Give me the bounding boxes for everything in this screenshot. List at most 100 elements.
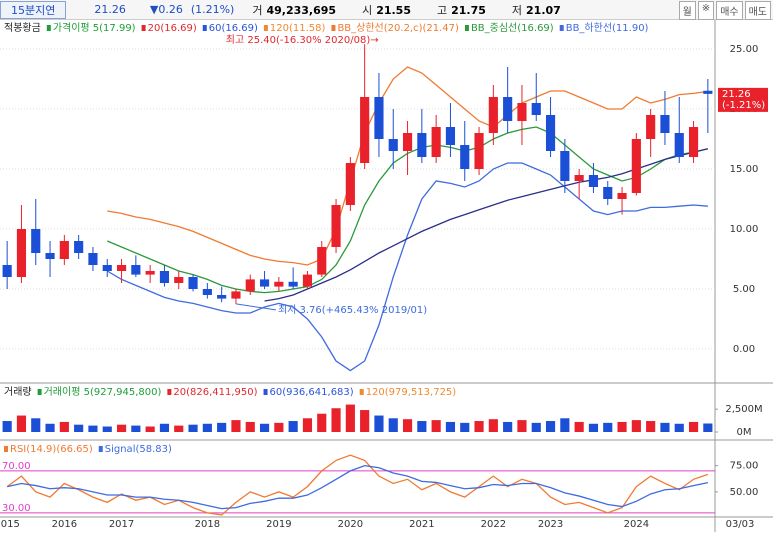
candle-body xyxy=(617,193,627,199)
field-label: 저 xyxy=(511,3,523,17)
volume-bar xyxy=(460,422,470,432)
legend-entry: 120(979,513,725) xyxy=(366,387,457,398)
candle-body xyxy=(646,115,656,139)
volume-bar xyxy=(59,421,69,432)
legend-entry: 20(16.69) xyxy=(148,23,197,34)
field-label: 고 xyxy=(436,3,448,17)
legend-entry: 60(16.69) xyxy=(209,23,258,34)
legend-swatch xyxy=(98,446,103,452)
high-annotation: 최고 25.40(-16.30% 2020/08)→ xyxy=(226,34,379,46)
volume-bar xyxy=(603,422,613,432)
volume-bar xyxy=(302,418,313,432)
candle-body xyxy=(460,145,470,169)
x-tick-label: 2023 xyxy=(538,519,563,530)
legend-entry: BB_중심선(16.69) xyxy=(471,22,554,34)
candle-body xyxy=(574,175,584,181)
button[interactable]: 매수 xyxy=(716,1,743,20)
volume-bar xyxy=(531,422,541,432)
last-price-tag xyxy=(718,87,768,112)
volume-bar xyxy=(474,421,484,432)
y-tick-label: 2,500M xyxy=(725,404,762,415)
candle-body xyxy=(274,281,284,287)
candle-body xyxy=(88,253,98,265)
candle-body xyxy=(603,187,613,199)
volume-bar xyxy=(245,421,255,432)
change-pct: (1.21%) xyxy=(190,3,235,16)
x-tick-label: 2016 xyxy=(52,519,77,530)
button[interactable]: 월 xyxy=(678,1,696,20)
legend-entry: 120(11.58) xyxy=(270,23,326,34)
candle-body xyxy=(402,133,413,151)
fields: 거 49,233,695 시 21.55 고 21.75 저 21.07 xyxy=(252,2,586,18)
volume-bar xyxy=(445,421,456,432)
candle-body xyxy=(116,265,127,271)
volume-bar xyxy=(488,419,498,432)
line-series xyxy=(107,66,708,266)
legend-entry: BB_상한선(20.2,c)(21.47) xyxy=(337,22,459,34)
candle-body xyxy=(159,271,170,283)
volume-bar xyxy=(345,404,355,432)
candle-body xyxy=(488,97,498,133)
volume-bar xyxy=(617,421,627,432)
volume-bar xyxy=(402,419,413,432)
volume-bar xyxy=(31,418,41,432)
button[interactable]: ※ xyxy=(697,1,715,20)
y-tick-label: 15.00 xyxy=(730,164,759,175)
volume-bar xyxy=(188,424,198,432)
button[interactable]: 매도 xyxy=(744,1,771,20)
legend-swatch xyxy=(263,25,268,31)
change: ▼0.26 xyxy=(149,3,183,16)
x-tick-label: 2024 xyxy=(624,519,649,530)
y-tick-label: 0.00 xyxy=(733,344,755,355)
line-series xyxy=(106,162,708,372)
volume-bar xyxy=(131,425,141,432)
legend-swatch xyxy=(559,25,564,31)
legend-entry: 가격이평 5(17.99) xyxy=(53,21,136,34)
candle-body xyxy=(245,279,255,292)
x-tick-label: 2022 xyxy=(481,519,506,530)
legend-entry: RSI(14.9)(66.65) xyxy=(10,444,93,455)
candle-body xyxy=(588,175,599,187)
low-annotation: 최저 3.76(+465.43% 2019/01) xyxy=(278,304,427,316)
y-tick-label: 50.00 xyxy=(730,487,759,498)
candle-body xyxy=(674,133,684,157)
volume-bar xyxy=(631,420,641,432)
legend-entry: 거래이평 5(927,945,800) xyxy=(44,386,162,398)
candle-body xyxy=(145,271,155,275)
legend-swatch xyxy=(167,389,172,395)
y-tick-label: 10.00 xyxy=(730,224,759,235)
field-value: 21.55 xyxy=(376,3,411,17)
field-value: 21.75 xyxy=(451,3,486,17)
line-series xyxy=(264,148,709,302)
volume-bar xyxy=(517,420,527,432)
y-tick-label: 25.00 xyxy=(730,44,759,55)
volume-bar xyxy=(560,418,570,432)
volume-bar xyxy=(116,424,127,432)
legend-swatch xyxy=(331,25,336,31)
legend-swatch xyxy=(46,25,51,31)
candle-body xyxy=(259,279,270,287)
candle-body xyxy=(703,90,713,94)
price: 21.26 xyxy=(94,3,126,16)
candle-body xyxy=(517,103,527,121)
level-label: 30.00 xyxy=(2,503,31,514)
volume-bar xyxy=(388,418,398,432)
candle-body xyxy=(660,115,670,133)
x-tick-label: 2017 xyxy=(109,519,134,530)
candle-body xyxy=(317,247,327,275)
volume-bar xyxy=(331,408,341,432)
volume-bar xyxy=(674,423,684,432)
volume-bar xyxy=(688,421,699,432)
candle-body xyxy=(16,229,27,277)
candle-body xyxy=(474,133,484,169)
volume-bar xyxy=(45,423,55,432)
legend-swatch xyxy=(464,25,469,31)
legend-entry: BB_하한선(11.90) xyxy=(566,21,649,34)
candle-body xyxy=(360,97,370,163)
candle-body xyxy=(417,133,427,157)
volume-bar xyxy=(646,421,656,432)
volume-bar xyxy=(274,422,284,432)
candle-body xyxy=(531,103,541,115)
field-value: 49,233,695 xyxy=(266,3,337,17)
candle-body xyxy=(174,277,184,283)
